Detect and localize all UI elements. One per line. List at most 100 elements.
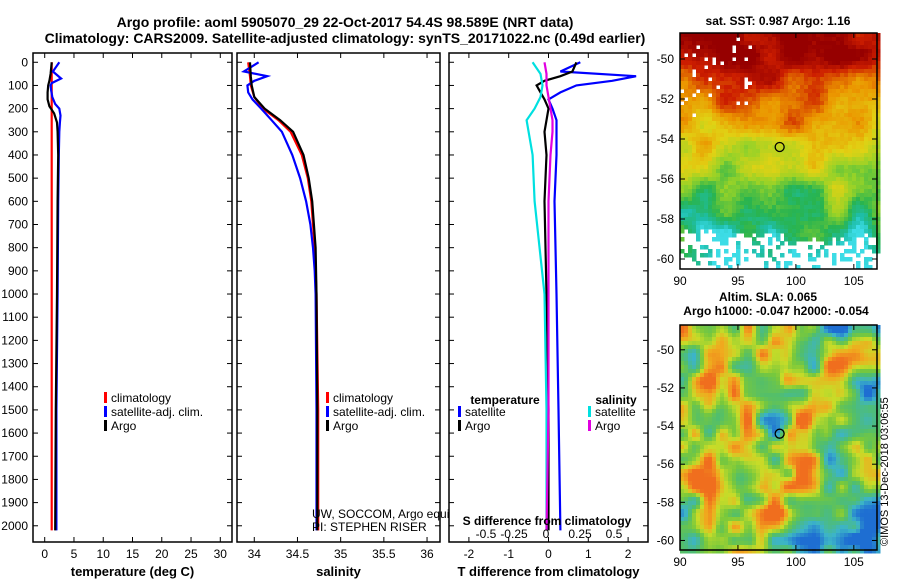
temperature-panel: 0100200300400500600700800900100011001200… [1,52,233,579]
legend-label: satellite-adj. clim. [111,405,203,419]
x-tick-label: 100 [786,274,806,288]
x-tick-label: 10 [97,547,111,561]
y-tick-label: 700 [8,217,28,231]
legend-swatch [588,406,591,417]
profile-line [535,61,578,531]
legend-label: climatology [333,391,393,405]
x-tick-label: -2 [464,547,475,561]
map-cells [680,325,881,554]
plot-frame [32,52,233,543]
x-axis-label: temperature (deg C) [71,564,195,579]
x2-tick-label: -0.25 [500,527,528,541]
legend-swatch [326,420,329,431]
watermark: ©IMOS 13-Dec-2018 03:06:55 [879,397,891,546]
title-line1: Argo profile: aoml 5905070_29 22-Oct-201… [117,14,574,30]
legend-swatch [104,406,107,417]
x-tick-label: 36 [420,547,434,561]
x-tick-label: 95 [731,274,745,288]
difference-panel: -2 -1 0 1 2 T difference from climatology temp… [448,52,649,579]
legend-label: Argo [465,419,491,433]
legend-swatch [326,392,329,403]
x-tick-label: 1 [585,547,592,561]
legend-swatch [458,406,461,417]
y-tick-label: 2000 [1,519,28,533]
y-tick-label: -56 [657,457,675,471]
y-tick-label: -54 [657,132,675,146]
sst-map: sat. SST: 0.987 Argo: 1.16 -50 -52 -54 -56 -5… [657,14,881,288]
x-tick-label: 35 [334,547,348,561]
x-tick-label: 95 [731,555,745,569]
argo-position-marker [774,428,785,439]
y-tick-label: 1600 [1,426,28,440]
x-tick-label: 105 [844,555,864,569]
x-tick-label: 30 [214,547,228,561]
y-tick-label: -58 [657,212,675,226]
caption-line: UW, SOCCOM, Argo equivalent [312,507,482,521]
y-tick-label: 500 [8,171,28,185]
y-tick-label: -50 [657,52,675,66]
x-tick-label: 34 [248,547,262,561]
map-title: Altim. SLA: 0.065 [719,290,817,304]
x-tick-label: 90 [673,274,687,288]
map-subtitle: Argo h1000: -0.047 h2000: -0.054 [683,304,869,318]
y-tick-label: 600 [8,194,28,208]
y-tick-label: 300 [8,125,28,139]
legend-swatch [588,420,591,431]
x-tick-label: 34.5 [286,547,310,561]
x-axis-label: T difference from climatology [457,564,640,579]
y-tick-label: 1700 [1,449,28,463]
x-tick-label: 2 [625,547,632,561]
y-tick-label: 1800 [1,472,28,486]
legend-label: Argo [111,419,137,433]
y-tick-label: -58 [657,495,675,509]
legend-swatch [104,392,107,403]
legend-swatch [326,406,329,417]
x-tick-label: 100 [786,555,806,569]
salinity-panel: 34 34.5 35 35.5 36 salinity climatologysatelli… [236,52,482,579]
y-tick-label: 1400 [1,380,28,394]
y-tick-label: -52 [657,92,675,106]
caption-line: PI: STEPHEN RISER [312,520,427,534]
plot-frame [236,52,441,543]
x-tick-label: 20 [155,547,169,561]
y-tick-label: -50 [657,343,675,357]
y-tick-label: 800 [8,241,28,255]
x2-tick-label: 0 [543,527,550,541]
profile-line [525,61,548,531]
y-tick-label: 100 [8,78,28,92]
x2-axis-label: S difference from climatology [463,514,632,528]
y-tick-label: 0 [21,55,28,69]
legend-label: satellite [595,405,636,419]
title-line2: Climatology: CARS2009. Satellite-adjuste… [45,30,646,46]
x2-tick-label: -0.5 [476,527,497,541]
x-tick-label: 0 [545,547,552,561]
x-tick-label: 105 [844,274,864,288]
profile-line [248,62,319,531]
argo-position-marker [774,141,785,153]
map-title: sat. SST: 0.987 Argo: 1.16 [706,14,851,28]
legend-label: climatology [111,391,171,405]
legend-label: satellite [465,405,506,419]
x2-tick-label: 0.25 [568,527,592,541]
y-tick-label: 200 [8,102,28,116]
y-tick-label: 1900 [1,496,28,510]
x-tick-label: 15 [126,547,140,561]
x-tick-label: 25 [184,547,198,561]
legend-swatch [458,420,461,431]
y-tick-label: 1100 [2,310,28,324]
map-frame [679,324,878,551]
profile-line [240,61,318,531]
legend-label: Argo [595,419,621,433]
y-tick-label: 1000 [1,287,28,301]
y-tick-label: -56 [657,172,675,186]
y-tick-label: 1300 [1,357,28,371]
y-tick-label: -52 [657,381,675,395]
x2-tick-label: 0.5 [606,527,623,541]
y-tick-label: 1500 [1,403,28,417]
profile-line [46,62,60,531]
profile-line [547,61,637,531]
legend-title: salinity [595,393,637,407]
x-tick-label: 90 [673,555,687,569]
